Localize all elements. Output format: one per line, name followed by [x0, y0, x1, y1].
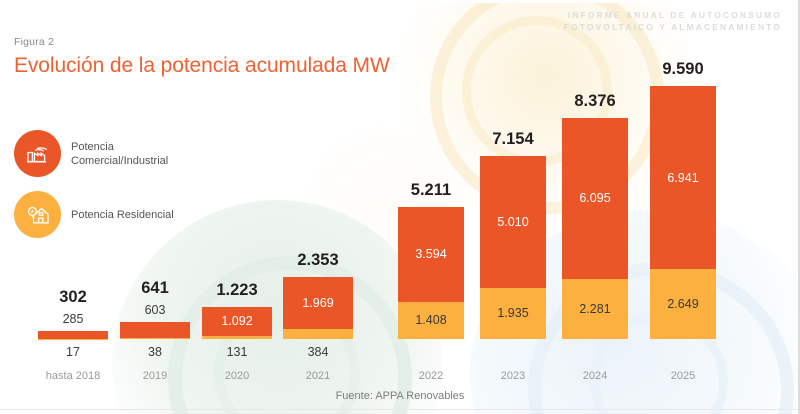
bar-total-label: 302 [59, 288, 87, 307]
report-header-line2: FOTOVOLTAICO Y ALMACENAMIENTO [563, 21, 782, 32]
legend-item-commercial-industrial: Potencia Comercial/Industrial [14, 130, 174, 177]
bar-group[interactable]: 302 285 17 hasta 2018 [38, 271, 108, 414]
bar-category-label: 2024 [582, 370, 608, 382]
legend-label-residential: Potencia Residencial [71, 208, 174, 221]
bar-total-label: 641 [141, 279, 169, 298]
bar-total-label: 9.590 [662, 60, 704, 78]
house-icon [14, 191, 61, 238]
bar-segment-residential[interactable] [120, 338, 190, 339]
bar-segment-label: 6.941 [667, 170, 699, 185]
bar-segment-label: 1.408 [415, 313, 447, 328]
bar-segment-label: 384 [307, 345, 329, 359]
bar-segment-residential[interactable] [202, 335, 272, 339]
bar-segment-commercial-industrial[interactable]: 1.092 [202, 306, 272, 336]
bar-segment-residential[interactable]: 1.408 [398, 301, 464, 339]
bar-segment-label: 1.092 [221, 314, 253, 329]
chart-legend: Potencia Comercial/Industrial Potencia R… [14, 130, 174, 252]
top-divider [0, 0, 800, 3]
bar-segment-label: 1.935 [497, 306, 529, 321]
bar-total-label: 1.223 [216, 280, 258, 299]
bar-stack[interactable]: 5.211 3.594 1.408 [398, 181, 464, 339]
legend-label-line2: Comercial/Industrial [71, 154, 169, 167]
bar-category-label: 2021 [305, 370, 331, 382]
bar-segment-commercial-industrial[interactable]: 6.095 [562, 118, 628, 279]
legend-label-line1: Potencia [71, 140, 114, 153]
bar-category-label: hasta 2018 [45, 370, 101, 382]
bar-segment-commercial-industrial[interactable] [120, 322, 190, 338]
bar-stack[interactable]: 1.223 1.092 131 [202, 281, 272, 359]
figure-number: Figura 2 [14, 36, 55, 48]
report-header: INFORME ANUAL DE AUTOCONSUMO FOTOVOLTAIC… [564, 10, 782, 33]
bar-group[interactable]: 5.211 3.594 1.408 2022 [398, 147, 464, 414]
bar-segment-residential[interactable]: 2.281 [562, 278, 628, 339]
right-divider [798, 0, 800, 414]
bar-group[interactable]: 2.353 1.969 384 2021 [283, 217, 353, 414]
bottom-divider [0, 409, 800, 410]
bar-total-label: 7.154 [492, 129, 534, 148]
chart-title: Evolución de la potencia acumulada MW [14, 54, 390, 77]
bar-stack[interactable]: 9.590 6.941 2.649 [650, 60, 716, 339]
bar-segment-residential[interactable]: 2.649 [650, 269, 716, 339]
bar-segment-residential[interactable]: 1.935 [480, 287, 546, 339]
bar-segment-label: 5.010 [497, 214, 529, 229]
bar-stack[interactable]: 7.154 5.010 1.935 [480, 130, 546, 339]
bar-segment-commercial-industrial[interactable]: 1.969 [283, 276, 353, 329]
bar-segment-commercial-industrial[interactable]: 6.941 [650, 86, 716, 270]
bar-group[interactable]: 1.223 1.092 131 2020 [202, 247, 272, 414]
bar-stack[interactable]: 2.353 1.969 384 [283, 251, 353, 359]
bar-segment-label: 131 [226, 345, 248, 359]
bar-category-label: 2022 [418, 370, 444, 382]
bar-category-label: 2019 [142, 370, 168, 382]
bar-stack[interactable]: 641 603 38 [120, 279, 190, 359]
bar-segment-label: 2.649 [667, 297, 699, 312]
bar-segment-label: 6.095 [579, 191, 611, 206]
bar-segment-residential[interactable] [283, 328, 353, 339]
factory-icon [14, 130, 61, 177]
bar-segment-label: 17 [66, 345, 80, 359]
report-header-line1: INFORME ANUAL DE AUTOCONSUMO [567, 10, 782, 20]
bar-group[interactable]: 9.590 6.941 2.649 2025 [650, 26, 716, 414]
bar-segment-commercial-industrial[interactable]: 3.594 [398, 207, 464, 302]
bar-total-label: 8.376 [574, 92, 616, 111]
bar-group[interactable]: 8.376 6.095 2.281 2024 [562, 58, 628, 414]
bar-segment-label: 285 [62, 312, 84, 327]
bar-total-label: 5.211 [410, 181, 452, 200]
bar-category-label: 2025 [670, 370, 696, 382]
bar-stack[interactable]: 8.376 6.095 2.281 [562, 92, 628, 339]
bar-segment-label: 603 [144, 303, 166, 318]
bar-group[interactable]: 7.154 5.010 1.935 2023 [480, 96, 546, 414]
bar-total-label: 2.353 [297, 250, 339, 269]
source-note: Fuente: APPA Renovables [335, 390, 465, 402]
bar-segment-commercial-industrial[interactable]: 5.010 [480, 155, 546, 288]
bar-stack[interactable]: 302 285 17 [38, 288, 108, 359]
bar-group[interactable]: 641 603 38 2019 [120, 262, 190, 414]
bar-segment-label: 1.969 [302, 295, 334, 310]
bar-segment-label: 2.281 [579, 301, 611, 316]
legend-label-commercial-industrial: Potencia Comercial/Industrial [71, 140, 168, 168]
bar-segment-label: 38 [148, 345, 162, 359]
bar-segment-commercial-industrial[interactable] [38, 331, 108, 339]
bar-category-label: 2023 [500, 370, 526, 382]
bar-category-label: 2020 [224, 370, 250, 382]
legend-item-residential: Potencia Residencial [14, 191, 174, 238]
bar-segment-label: 3.594 [415, 247, 447, 262]
